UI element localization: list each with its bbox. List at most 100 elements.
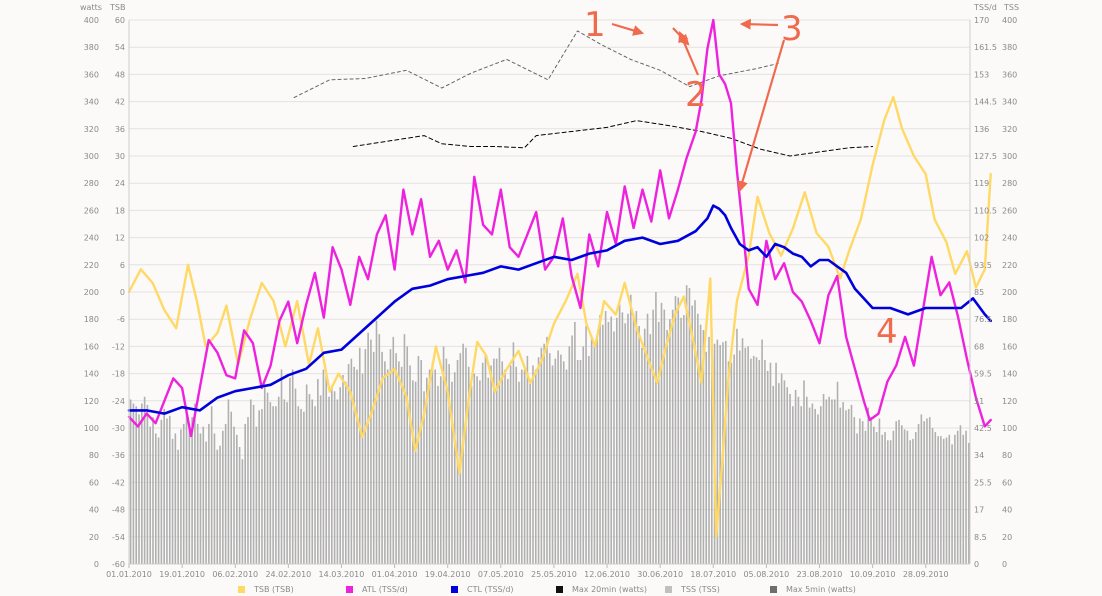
- tss-bar: [219, 445, 221, 564]
- legend-swatch-max5: [770, 586, 777, 593]
- tss-bar: [185, 406, 188, 564]
- tss-bar: [593, 345, 596, 564]
- tsb-tick-label: 0: [120, 288, 125, 297]
- legend-item-max20[interactable]: Max 20min (watts): [556, 583, 647, 596]
- tss-bar: [487, 377, 490, 564]
- tss-bar: [350, 358, 353, 564]
- tsb-tick-label: -54: [112, 533, 125, 542]
- tss-bar: [786, 387, 789, 564]
- tss-bar: [945, 437, 948, 564]
- legend-item-atl[interactable]: ATL (TSS/d): [346, 583, 408, 596]
- tss-bar: [554, 358, 557, 564]
- tss-bar: [889, 440, 892, 564]
- tss-tick-label: 200: [1002, 288, 1017, 297]
- tss-bar: [236, 434, 238, 564]
- tsb-tick-label: 12: [115, 234, 125, 243]
- tss-bar: [937, 436, 939, 564]
- tss-bar: [420, 360, 423, 564]
- legend-swatch-ctl: [451, 586, 458, 593]
- tss-bar: [317, 379, 319, 564]
- tss-bar: [534, 369, 537, 564]
- tss-bar: [543, 343, 545, 564]
- tss-bar: [135, 406, 138, 564]
- tss-bar: [920, 414, 923, 564]
- tss-bar: [638, 326, 640, 564]
- tss-bar: [649, 334, 652, 564]
- tss-bar: [481, 362, 484, 564]
- tss-bar: [473, 373, 476, 564]
- tssd-tick-label: 102: [974, 234, 989, 243]
- tss-bar: [900, 425, 903, 564]
- tss-bar: [202, 426, 205, 564]
- tss-bar: [344, 381, 347, 564]
- tss-bar: [498, 347, 501, 564]
- tss-bar: [157, 437, 160, 564]
- tss-bar: [462, 343, 464, 564]
- tss-bar: [367, 332, 369, 564]
- tss-bar: [557, 350, 559, 564]
- tss-bar: [621, 312, 624, 564]
- tss-bar: [744, 347, 747, 564]
- tss-bar: [493, 358, 495, 564]
- tss-bar: [166, 418, 168, 564]
- tss-bar: [752, 355, 755, 564]
- tsb-tick-label: -6: [117, 315, 125, 324]
- tss-bar: [398, 361, 400, 564]
- tss-bar: [222, 430, 224, 564]
- tssd-axis-title: TSS/d: [973, 3, 997, 12]
- tss-bar: [898, 419, 900, 564]
- tss-bar: [414, 381, 417, 564]
- tss-bar: [797, 396, 800, 564]
- tss-bar: [129, 399, 132, 564]
- tss-bar: [928, 417, 931, 564]
- watts-tick-label: 260: [84, 206, 99, 215]
- watts-tick-label: 360: [84, 70, 99, 79]
- legend-item-ctl[interactable]: CTL (TSS/d): [451, 583, 514, 596]
- tss-bar: [437, 385, 439, 564]
- tssd-tick-label: 25.5: [974, 478, 992, 487]
- tss-bar: [353, 366, 355, 564]
- tss-bar: [641, 347, 643, 564]
- tss-tick-label: 300: [1002, 152, 1017, 161]
- tss-bar: [839, 407, 842, 564]
- tss-bar: [691, 305, 694, 564]
- tssd-tick-label: 0: [974, 560, 979, 569]
- max-20min-watts-line: [352, 120, 874, 157]
- legend-item-max5[interactable]: Max 5min (watts): [770, 583, 856, 596]
- tss-bar: [252, 404, 255, 564]
- tss-bar: [747, 346, 749, 564]
- legend-item-tss[interactable]: TSS (TSS): [665, 583, 720, 596]
- tss-tick-label: 0: [1002, 560, 1007, 569]
- tss-bar: [361, 373, 364, 564]
- tss-bar: [216, 449, 219, 564]
- tss-bar: [585, 326, 587, 564]
- tss-bar: [305, 384, 308, 564]
- tss-bar: [697, 313, 699, 564]
- annotation-4: 4: [876, 312, 898, 352]
- tss-bar: [210, 406, 213, 564]
- tss-bar: [244, 423, 246, 564]
- tss-bar: [708, 336, 710, 564]
- tss-bar: [736, 328, 738, 564]
- tss-bar: [465, 347, 467, 564]
- tss-bar: [177, 449, 179, 564]
- watts-tick-label: 80: [89, 451, 99, 460]
- x-tick-label: 01.04.2010: [372, 570, 418, 579]
- watts-tick-label: 220: [84, 261, 99, 270]
- legend-item-tsb[interactable]: TSB (TSB): [238, 583, 294, 596]
- tss-bar: [856, 433, 858, 564]
- watts-tick-label: 280: [84, 179, 99, 188]
- tss-bar: [694, 300, 696, 564]
- watts-tick-label: 160: [84, 342, 99, 351]
- tss-tick-label: 40: [1002, 506, 1012, 515]
- watts-tick-label: 120: [84, 397, 99, 406]
- tss-bar: [755, 357, 758, 564]
- tss-bar: [269, 402, 272, 564]
- x-tick-label: 25.05.2010: [531, 570, 577, 579]
- tss-bar: [512, 342, 515, 564]
- tss-bar: [574, 321, 576, 564]
- tss-bar: [822, 394, 825, 564]
- tss-bar: [825, 399, 828, 564]
- tss-bar: [663, 309, 666, 564]
- annotation-3: 3: [781, 9, 803, 49]
